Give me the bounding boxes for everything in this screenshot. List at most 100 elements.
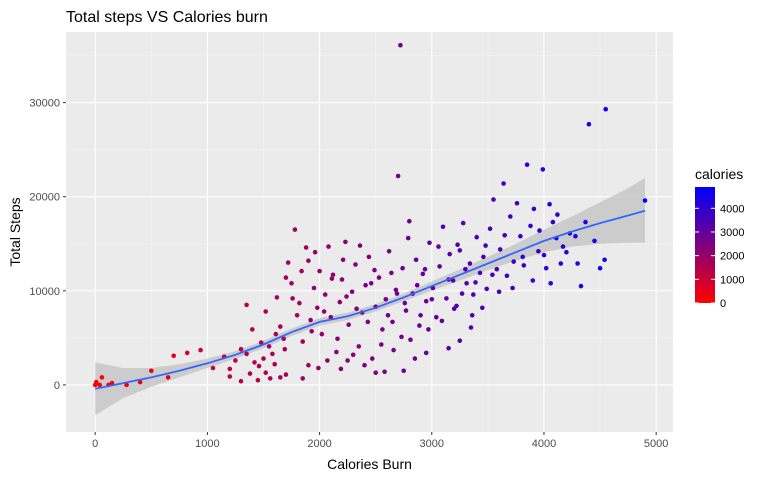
data-point bbox=[325, 358, 330, 363]
data-point bbox=[290, 296, 295, 301]
data-point bbox=[394, 291, 400, 296]
data-point bbox=[283, 372, 289, 377]
data-point bbox=[137, 379, 143, 385]
data-point bbox=[99, 375, 105, 380]
data-point bbox=[429, 297, 435, 302]
data-point bbox=[558, 261, 564, 266]
y-tick-label: 10000 bbox=[29, 286, 60, 298]
x-axis-title: Calories Burn bbox=[327, 456, 412, 472]
data-point bbox=[278, 324, 283, 329]
data-point bbox=[447, 251, 453, 257]
data-point bbox=[256, 363, 262, 369]
data-point bbox=[300, 339, 306, 344]
data-point bbox=[210, 365, 216, 371]
data-point bbox=[528, 223, 533, 229]
data-point bbox=[510, 285, 515, 291]
data-point bbox=[480, 305, 485, 311]
data-point bbox=[501, 181, 506, 186]
data-point bbox=[171, 353, 176, 359]
data-point bbox=[303, 245, 309, 250]
data-point bbox=[321, 309, 327, 314]
data-point bbox=[403, 308, 409, 313]
data-point bbox=[353, 262, 358, 267]
data-point bbox=[586, 121, 592, 127]
data-point bbox=[328, 314, 334, 320]
data-point bbox=[311, 285, 317, 291]
data-point bbox=[550, 219, 556, 225]
data-point bbox=[299, 268, 304, 274]
data-point bbox=[373, 370, 379, 376]
data-point bbox=[463, 266, 468, 272]
data-point bbox=[464, 281, 469, 286]
data-point bbox=[504, 273, 510, 279]
trend-line-path bbox=[95, 209, 646, 390]
data-point bbox=[289, 281, 294, 286]
data-point bbox=[401, 368, 407, 374]
data-point bbox=[233, 358, 238, 363]
data-point bbox=[391, 347, 396, 353]
legend-label: 0 bbox=[720, 298, 726, 310]
data-point bbox=[536, 249, 541, 254]
data-point bbox=[300, 376, 306, 381]
data-point bbox=[365, 319, 371, 325]
data-point bbox=[306, 362, 311, 368]
data-point bbox=[412, 356, 418, 361]
data-point bbox=[473, 280, 478, 285]
data-point bbox=[340, 257, 346, 263]
data-point bbox=[349, 289, 355, 295]
data-point bbox=[334, 349, 339, 355]
data-point bbox=[583, 219, 588, 225]
legend-title: calories bbox=[695, 166, 743, 182]
data-point bbox=[408, 337, 413, 343]
data-point bbox=[414, 282, 420, 288]
data-point bbox=[252, 360, 257, 365]
data-point bbox=[343, 239, 348, 245]
data-point bbox=[434, 314, 439, 320]
data-point bbox=[261, 356, 266, 361]
data-point bbox=[309, 329, 315, 334]
data-point bbox=[294, 313, 300, 318]
data-point bbox=[483, 243, 488, 248]
data-point bbox=[511, 259, 516, 264]
data-point bbox=[469, 313, 475, 318]
y-tick-label: 30000 bbox=[29, 98, 60, 110]
data-point bbox=[418, 313, 423, 318]
data-point bbox=[491, 197, 496, 202]
data-point bbox=[346, 322, 352, 328]
data-point bbox=[423, 350, 429, 356]
data-point bbox=[283, 275, 289, 280]
data-point bbox=[244, 351, 249, 357]
data-point bbox=[439, 318, 445, 324]
data-point bbox=[124, 382, 129, 388]
data-point bbox=[227, 366, 233, 372]
data-point bbox=[502, 233, 508, 238]
data-point bbox=[354, 306, 359, 312]
data-point bbox=[520, 254, 525, 260]
data-point bbox=[541, 252, 547, 258]
data-point bbox=[497, 247, 503, 252]
data-point bbox=[575, 261, 580, 266]
data-point bbox=[312, 249, 318, 255]
data-point bbox=[379, 342, 384, 347]
data-point bbox=[496, 289, 502, 295]
data-point bbox=[423, 298, 429, 304]
data-point bbox=[602, 257, 607, 263]
data-point bbox=[390, 319, 395, 325]
data-point bbox=[484, 286, 490, 292]
x-tick-label: 4000 bbox=[532, 438, 556, 450]
data-point bbox=[227, 374, 233, 379]
data-point bbox=[250, 327, 255, 332]
data-point bbox=[329, 276, 335, 281]
data-point bbox=[274, 295, 280, 300]
data-point bbox=[326, 244, 331, 249]
data-point bbox=[474, 234, 480, 240]
data-point bbox=[468, 325, 474, 330]
y-axis-title: Total Steps bbox=[7, 197, 23, 266]
data-point bbox=[444, 296, 449, 301]
legend-label: 2000 bbox=[720, 251, 744, 263]
data-point bbox=[518, 233, 523, 239]
data-point bbox=[564, 249, 569, 255]
data-point bbox=[376, 275, 382, 280]
data-point bbox=[427, 240, 432, 246]
data-point bbox=[382, 369, 387, 375]
